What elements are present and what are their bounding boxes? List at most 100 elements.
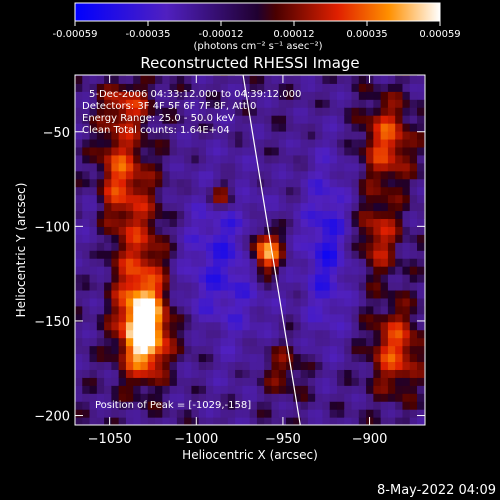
heatmap-cell <box>264 115 273 124</box>
heatmap-cell <box>176 361 185 370</box>
heatmap-cell <box>329 194 338 204</box>
heatmap-cell <box>133 99 142 108</box>
heatmap-cell <box>184 146 193 156</box>
heatmap-cell <box>256 186 265 196</box>
heatmap-cell <box>220 345 229 355</box>
heatmap-cell <box>96 361 105 370</box>
heatmap-cell <box>351 115 360 124</box>
heatmap-cell <box>169 210 178 220</box>
heatmap-cell <box>351 234 360 243</box>
heatmap-cell <box>249 305 258 315</box>
heatmap-cell <box>395 297 404 307</box>
heatmap-cell <box>140 162 149 172</box>
heatmap-cell <box>307 83 316 92</box>
heatmap-cell <box>387 297 396 307</box>
heatmap-cell <box>256 266 265 275</box>
heatmap-cell <box>184 154 193 164</box>
heatmap-cell <box>155 393 163 402</box>
heatmap-cell <box>293 385 302 394</box>
heatmap-cell <box>395 377 404 386</box>
heatmap-cell <box>344 250 353 259</box>
heatmap-cell <box>104 329 112 339</box>
heatmap-cell <box>387 226 396 235</box>
heatmap-cell <box>140 178 149 188</box>
heatmap-cell <box>249 417 258 425</box>
heatmap-cell <box>278 401 287 410</box>
heatmap-cell <box>118 321 127 331</box>
heatmap-cell <box>402 75 411 84</box>
heatmap-cell <box>111 353 120 363</box>
heatmap-cell <box>315 162 324 172</box>
heatmap-cell <box>235 281 243 291</box>
heatmap-cell <box>387 75 396 84</box>
heatmap-cell <box>264 138 273 148</box>
heatmap-cell <box>300 274 309 283</box>
heatmap-cell <box>256 218 265 227</box>
heatmap-cell <box>205 242 214 251</box>
heatmap-cell <box>75 154 83 164</box>
heatmap-cell <box>169 138 178 148</box>
heatmap-cell <box>387 194 396 204</box>
heatmap-cell <box>264 178 273 188</box>
heatmap-cell <box>395 210 404 220</box>
heatmap-cell <box>140 329 149 339</box>
heatmap-cell <box>213 115 222 124</box>
heatmap-cell <box>249 377 258 386</box>
heatmap-cell <box>155 131 163 140</box>
heatmap-cell <box>249 115 258 124</box>
heatmap-cell <box>162 289 171 299</box>
heatmap-cell <box>213 242 222 251</box>
heatmap-cell <box>184 281 193 291</box>
heatmap-cell <box>264 274 273 283</box>
heatmap-cell <box>380 146 389 156</box>
heatmap-cell <box>198 250 207 259</box>
heatmap-cell <box>351 131 360 140</box>
heatmap-cell <box>184 194 193 204</box>
heatmap-cell <box>409 353 418 363</box>
heatmap-cell <box>366 178 374 188</box>
heatmap-cell <box>329 393 338 402</box>
x-axis-label: Heliocentric X (arcsec) <box>182 448 318 462</box>
heatmap-cell <box>220 138 229 148</box>
heatmap-cell <box>96 289 105 299</box>
heatmap-cell <box>235 170 243 180</box>
heatmap-cell <box>402 131 411 140</box>
heatmap-cell <box>264 361 273 370</box>
heatmap-cell <box>256 345 265 355</box>
heatmap-cell <box>395 234 404 243</box>
heatmap-cell <box>344 401 353 410</box>
heatmap-cell <box>300 401 309 410</box>
heatmap-cell <box>315 274 324 283</box>
heatmap-cell <box>213 170 222 180</box>
heatmap-cell <box>315 154 324 164</box>
heatmap-cell <box>227 250 236 259</box>
heatmap-cell <box>140 107 149 116</box>
heatmap-cell <box>125 186 134 196</box>
heatmap-cell <box>373 107 382 116</box>
heatmap-cell <box>169 313 178 323</box>
heatmap-cell <box>286 162 294 172</box>
heatmap-cell <box>82 289 91 299</box>
heatmap-cell <box>351 202 360 212</box>
heatmap-cell <box>118 210 127 220</box>
heatmap-cell <box>191 274 200 283</box>
heatmap-cell <box>402 329 411 339</box>
heatmap-cell <box>191 369 200 378</box>
heatmap-cell <box>89 345 98 355</box>
heatmap-cell <box>96 337 105 347</box>
heatmap-cell <box>82 210 91 220</box>
heatmap-cell <box>205 218 214 227</box>
heatmap-cell <box>111 234 120 243</box>
heatmap-cell <box>125 75 134 84</box>
heatmap-cell <box>227 242 236 251</box>
heatmap-cell <box>140 337 149 347</box>
heatmap-cell <box>184 305 193 315</box>
heatmap-cell <box>373 218 382 227</box>
heatmap-cell <box>133 138 142 148</box>
heatmap-cell <box>191 242 200 251</box>
solar-limb-line <box>242 75 301 425</box>
heatmap-cell <box>264 250 273 259</box>
heatmap-cell <box>344 353 353 363</box>
heatmap-cell <box>155 377 163 386</box>
heatmap-cell <box>380 154 389 164</box>
